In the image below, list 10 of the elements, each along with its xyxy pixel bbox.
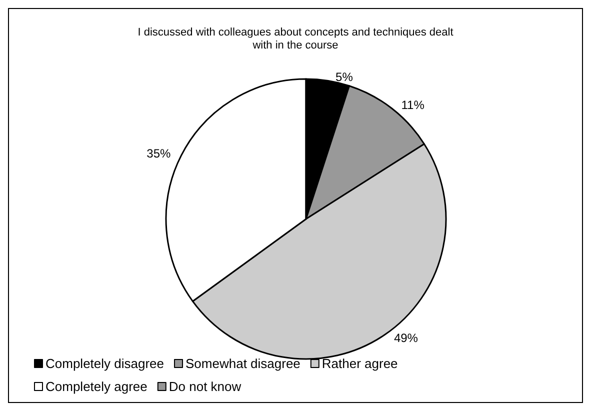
data-label: 5%	[336, 70, 354, 84]
chart-title: I discussed with colleagues about concepts and techniques dealt with in the course	[138, 26, 454, 52]
legend-label: Rather agree	[322, 356, 398, 371]
data-label: 11%	[401, 98, 425, 112]
legend-label: Completely disagree	[46, 356, 164, 371]
data-label: 35%	[146, 146, 172, 161]
legend-label: Do not know	[168, 379, 242, 394]
data-label: 49%	[394, 331, 418, 346]
legend-label: Completely agree	[46, 379, 148, 394]
legend-label: Somewhat disagree	[186, 356, 300, 371]
